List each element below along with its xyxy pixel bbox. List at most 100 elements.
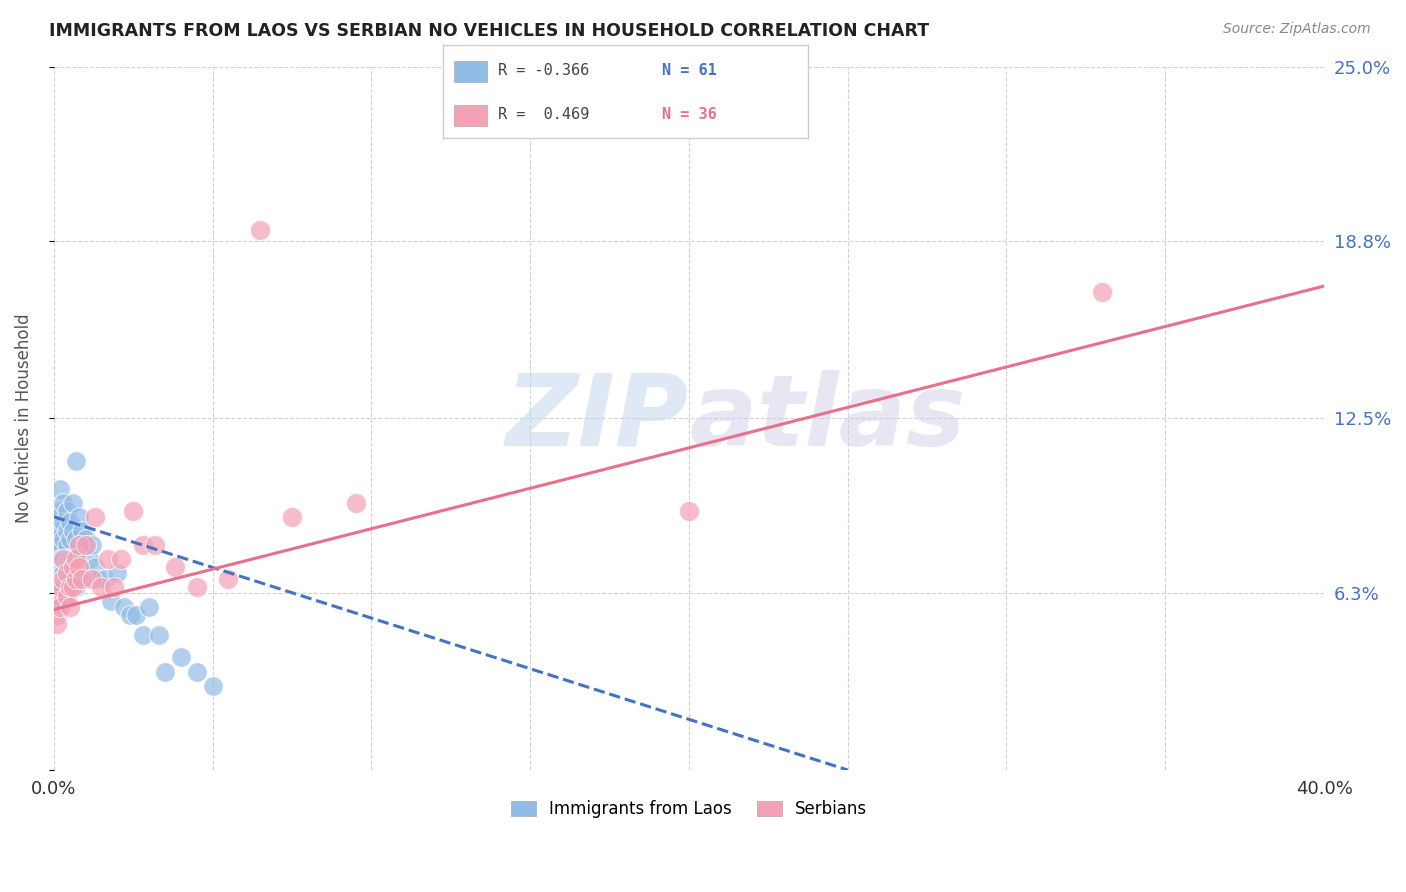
Point xyxy=(62,560,84,574)
Point xyxy=(49,566,72,580)
Point xyxy=(67,509,90,524)
Point xyxy=(52,552,75,566)
Point xyxy=(59,580,82,594)
Point xyxy=(62,580,84,594)
Point xyxy=(163,560,186,574)
Point xyxy=(49,538,72,552)
Point xyxy=(100,594,122,608)
Point xyxy=(67,560,90,574)
Point xyxy=(46,608,69,623)
FancyBboxPatch shape xyxy=(454,62,486,82)
Point xyxy=(65,533,87,547)
Point xyxy=(678,504,700,518)
Point xyxy=(52,516,75,530)
Point xyxy=(52,566,75,580)
Point xyxy=(65,580,87,594)
Point xyxy=(55,572,77,586)
Point xyxy=(105,566,128,580)
Point xyxy=(186,665,208,679)
Point xyxy=(46,560,69,574)
Point xyxy=(62,496,84,510)
Point xyxy=(55,566,77,580)
Text: ZIP: ZIP xyxy=(506,370,689,467)
Point xyxy=(67,538,90,552)
Point xyxy=(59,516,82,530)
Point xyxy=(170,650,193,665)
Point xyxy=(90,580,112,594)
Point xyxy=(49,580,72,594)
Point xyxy=(249,223,271,237)
Point xyxy=(97,552,120,566)
Point xyxy=(67,560,90,574)
Point xyxy=(49,599,72,614)
Point xyxy=(80,572,103,586)
Point xyxy=(46,509,69,524)
Point xyxy=(59,533,82,547)
Point xyxy=(103,580,125,594)
Point xyxy=(84,509,107,524)
Point xyxy=(55,589,77,603)
Point xyxy=(59,552,82,566)
Y-axis label: No Vehicles in Household: No Vehicles in Household xyxy=(15,313,32,523)
Point xyxy=(59,572,82,586)
Point xyxy=(49,580,72,594)
Point xyxy=(65,552,87,566)
Point xyxy=(55,589,77,603)
Point xyxy=(46,533,69,547)
Point xyxy=(145,538,167,552)
Point xyxy=(148,628,170,642)
Point xyxy=(65,453,87,467)
Point xyxy=(52,533,75,547)
Point xyxy=(46,586,69,600)
Text: N = 36: N = 36 xyxy=(662,107,717,122)
Point xyxy=(87,572,110,586)
Point xyxy=(55,538,77,552)
Point xyxy=(49,552,72,566)
Point xyxy=(72,572,94,586)
Point xyxy=(118,608,141,623)
Point xyxy=(62,524,84,538)
Point xyxy=(72,524,94,538)
Text: N = 61: N = 61 xyxy=(662,63,717,78)
Point xyxy=(65,552,87,566)
Point xyxy=(201,679,224,693)
Point xyxy=(52,580,75,594)
Point xyxy=(62,580,84,594)
Point xyxy=(46,616,69,631)
FancyBboxPatch shape xyxy=(454,105,486,126)
Point xyxy=(46,572,69,586)
Point xyxy=(49,482,72,496)
Point xyxy=(46,594,69,608)
Point xyxy=(153,665,176,679)
Point xyxy=(125,608,148,623)
Point xyxy=(84,560,107,574)
Point xyxy=(93,572,115,586)
Point xyxy=(132,538,155,552)
Point xyxy=(59,599,82,614)
Legend: Immigrants from Laos, Serbians: Immigrants from Laos, Serbians xyxy=(503,794,875,825)
Point xyxy=(218,572,240,586)
Point xyxy=(52,572,75,586)
Text: atlas: atlas xyxy=(689,370,966,467)
Point xyxy=(52,552,75,566)
Point xyxy=(132,628,155,642)
Text: R =  0.469: R = 0.469 xyxy=(498,107,589,122)
Point xyxy=(49,524,72,538)
Point xyxy=(52,496,75,510)
Point xyxy=(46,543,69,558)
Point xyxy=(1091,285,1114,299)
Point xyxy=(49,504,72,518)
Point xyxy=(110,552,132,566)
Point xyxy=(72,572,94,586)
Point xyxy=(52,594,75,608)
Point xyxy=(80,538,103,552)
Point xyxy=(75,533,97,547)
Point xyxy=(75,538,97,552)
Point xyxy=(55,524,77,538)
Point xyxy=(46,599,69,614)
Point xyxy=(186,580,208,594)
Text: Source: ZipAtlas.com: Source: ZipAtlas.com xyxy=(1223,22,1371,37)
Point xyxy=(112,599,135,614)
Point xyxy=(62,552,84,566)
Point xyxy=(55,552,77,566)
